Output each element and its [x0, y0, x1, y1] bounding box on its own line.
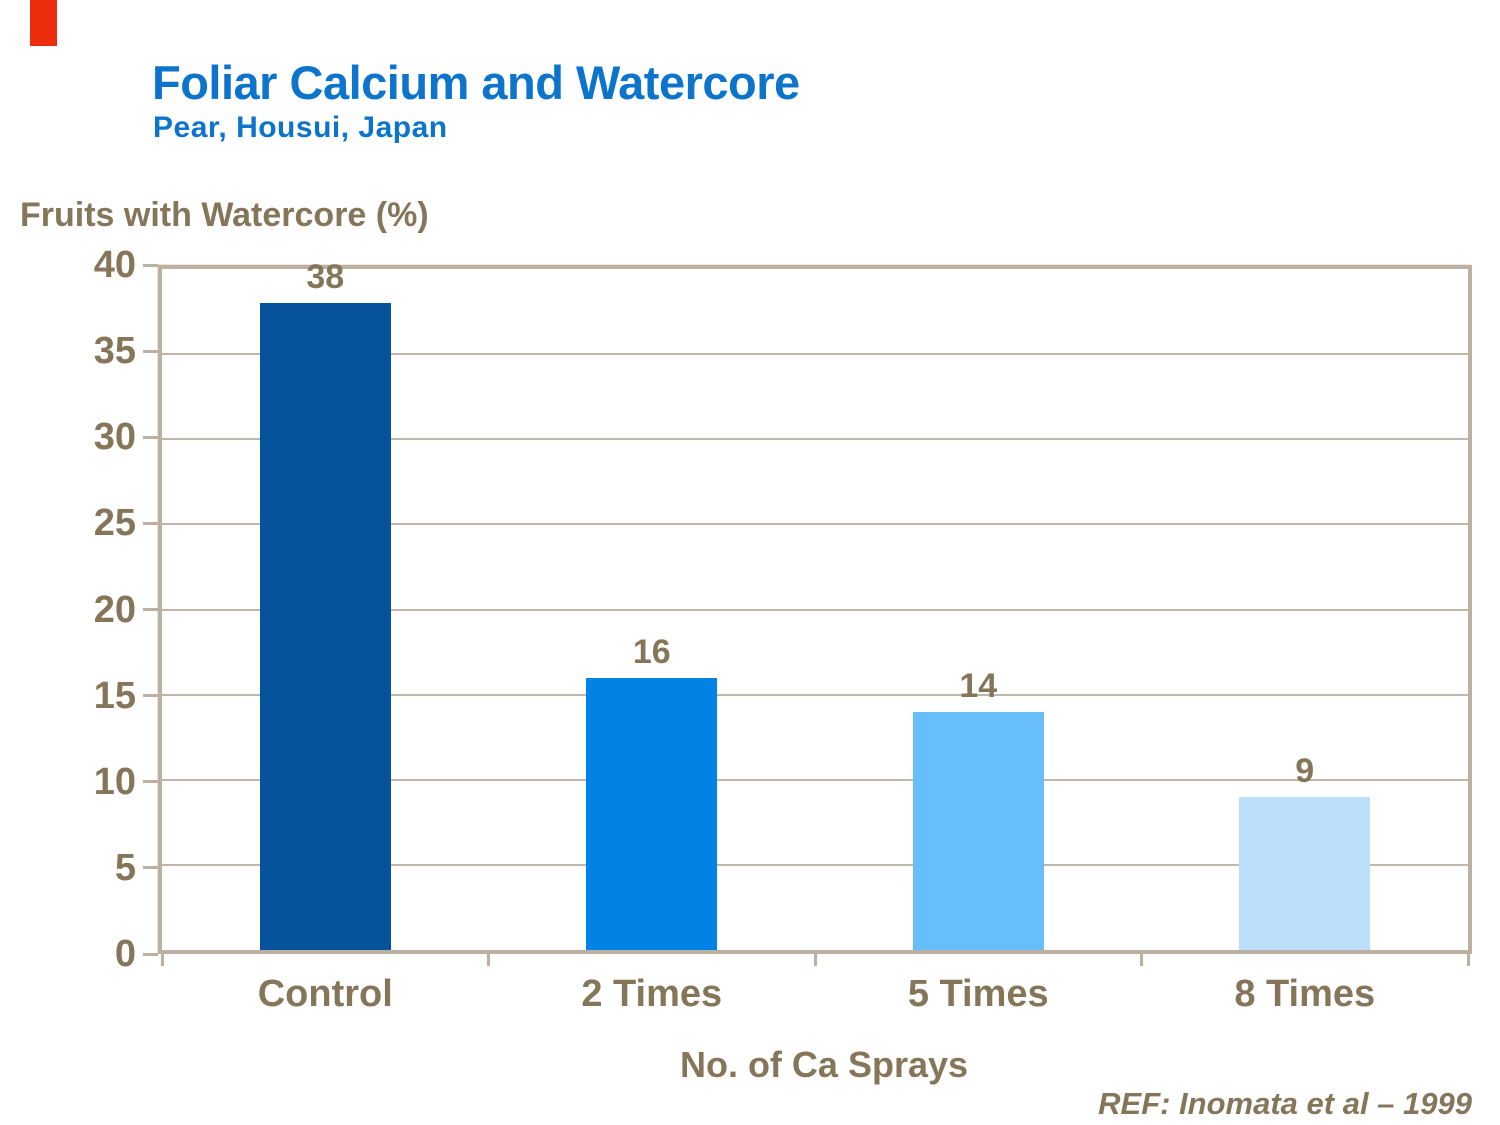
y-tick-label: 30 [93, 416, 136, 459]
category-label-control: Control [257, 973, 393, 1015]
bar-value-label: 16 [632, 632, 671, 671]
y-tick-mark [143, 521, 158, 525]
gridline-25 [162, 523, 1468, 526]
chart-title: Foliar Calcium and Watercore [152, 56, 800, 109]
bar-value-label: 9 [1295, 751, 1315, 790]
y-tick-mark [143, 608, 158, 611]
y-tick-mark [143, 866, 158, 870]
y-tick-label: 40 [93, 244, 136, 286]
bar-value-label: 14 [959, 666, 998, 705]
bar-8-times [1239, 796, 1371, 950]
y-tick-mark [143, 435, 158, 439]
y-tick-mark [143, 263, 158, 267]
y-tick-label: 15 [93, 674, 136, 717]
gridline-5 [162, 863, 1468, 866]
x-tick-mark [487, 950, 490, 966]
gridline-30 [162, 438, 1468, 441]
bar-5-times [912, 711, 1044, 950]
gridline-35 [162, 353, 1468, 356]
bar-2-times [586, 677, 718, 950]
gridline-20 [162, 608, 1468, 611]
y-tick-label: 35 [93, 330, 136, 373]
y-tick-label: 10 [93, 760, 136, 803]
x-tick-mark [813, 950, 817, 966]
x-tick-mark [1466, 950, 1470, 966]
y-tick-label: 0 [114, 933, 136, 975]
y-tick-mark [143, 780, 158, 784]
y-tick-label: 25 [93, 502, 136, 545]
y-tick-label: 20 [93, 588, 136, 631]
reference-note: REF: Inomata et al – 1999 [1098, 1086, 1472, 1121]
plot-area: 38 16 14 9 [158, 258, 1472, 954]
y-tick-mark [143, 349, 158, 353]
category-label-5-times: 5 Times [907, 973, 1049, 1015]
bar-value-label: 38 [306, 258, 345, 297]
x-tick-mark [160, 950, 164, 966]
chart-subtitle: Pear, Housui, Japan [153, 111, 448, 144]
gridline-15 [162, 693, 1468, 696]
red-accent-bar [30, 0, 57, 46]
x-axis-caption: No. of Ca Sprays [679, 1044, 969, 1085]
y-tick-mark [143, 952, 158, 956]
y-axis-caption: Fruits with Watercore (%) [20, 196, 429, 234]
x-tick-mark [1140, 950, 1143, 966]
category-label-8-times: 8 Times [1234, 973, 1376, 1015]
y-tick-mark [143, 694, 158, 698]
y-tick-label: 5 [114, 846, 136, 889]
gridline-10 [162, 778, 1468, 781]
category-label-2-times: 2 Times [581, 973, 723, 1015]
bar-control [259, 303, 391, 950]
